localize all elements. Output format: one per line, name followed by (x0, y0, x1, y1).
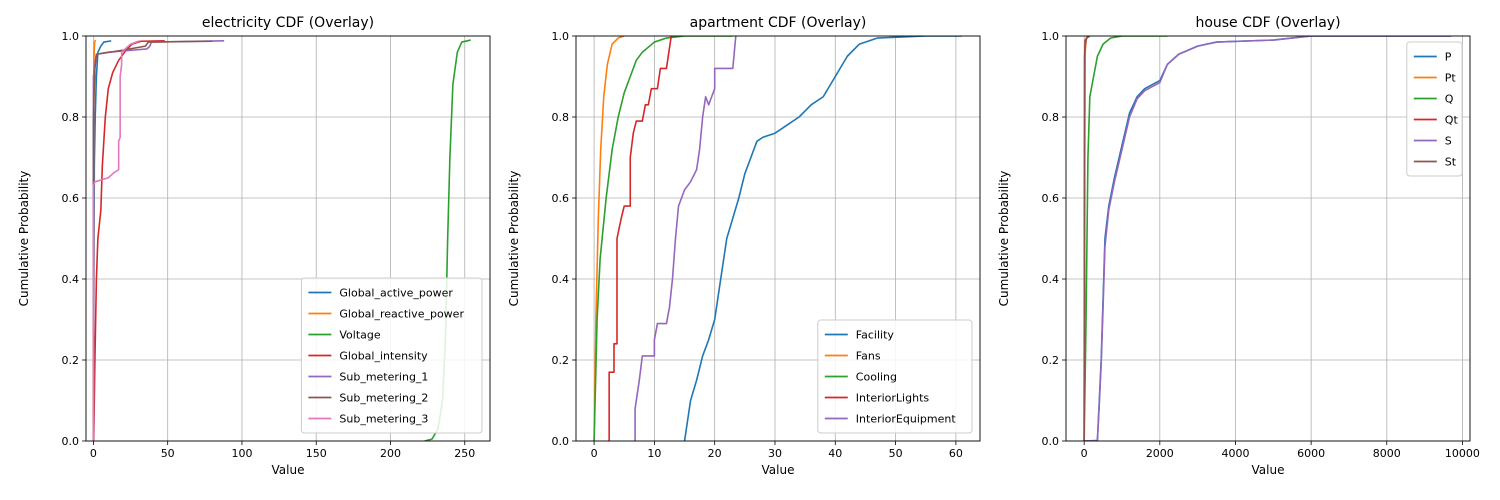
legend-entry: InteriorEquipment (856, 413, 957, 426)
y-tick-label: 0.0 (1042, 435, 1060, 448)
legend-entry: Global_intensity (339, 350, 428, 363)
y-tick-label: 1.0 (1042, 30, 1060, 43)
y-tick-label: 0.4 (552, 273, 570, 286)
x-tick-label: 100 (231, 447, 252, 460)
chart-panel-3: 0 2000 4000 6000 8000 10000 0.0 0.2 0.4 0.6 0.8 1.0… (997, 15, 1480, 477)
y-tick-label: 0.2 (1042, 354, 1060, 367)
y-tick-label: 0.2 (62, 354, 80, 367)
x-tick-label: 200 (380, 447, 401, 460)
y-tick-label: 0.8 (62, 111, 80, 124)
legend: Facility Fans Cooling InteriorLights Interio… (817, 319, 973, 434)
legend-box (300, 277, 483, 434)
series-line-S (1084, 36, 1452, 441)
legend-entry: Voltage (339, 329, 380, 342)
y-tick-label: 0.6 (1042, 192, 1060, 205)
series-line-Q (1083, 36, 1168, 441)
series-line-InteriorLights (608, 36, 673, 441)
series-line-Global_active_power (92, 40, 112, 441)
legend: P Pt Q Qt S St (1406, 41, 1463, 177)
legend-entry: Sub_metering_3 (339, 413, 428, 426)
x-tick-label: 0 (1081, 447, 1088, 460)
series-line-Cooling (593, 36, 733, 441)
series-group (1083, 36, 1452, 441)
y-tick-label: 1.0 (552, 30, 570, 43)
legend-entry: Global_active_power (339, 287, 453, 300)
series-line-Sub_metering_1 (92, 40, 225, 441)
y-tick-label: 1.0 (62, 30, 80, 43)
legend-entry: St (1445, 156, 1457, 169)
x-axis-label: Value (762, 463, 795, 477)
series-line-St (1083, 36, 1091, 441)
x-axis-label: Value (1252, 463, 1285, 477)
y-tick-label: 0.0 (552, 435, 570, 448)
x-tick-label: 60 (949, 447, 963, 460)
series-line-Global_intensity (92, 40, 165, 441)
y-tick-label: 0.8 (1042, 111, 1060, 124)
x-tick-label: 10000 (1445, 447, 1480, 460)
series-line-Fans (593, 36, 625, 441)
legend-entry: Q (1445, 93, 1454, 106)
series-line-InteriorEquipment (634, 36, 737, 441)
x-tick-label: 8000 (1373, 447, 1401, 460)
legend-entry: Sub_metering_1 (339, 371, 428, 384)
x-tick-label: 10 (647, 447, 661, 460)
chart-title: electricity CDF (Overlay) (202, 15, 374, 31)
chart-panel-2: 0 10 20 30 40 50 60 0.0 0.2 0.4 0.6 0.8 1.0 apartment… (507, 15, 981, 477)
y-tick-label: 0.6 (552, 192, 570, 205)
y-tick-label: 0.0 (62, 435, 80, 448)
x-tick-label: 30 (768, 447, 782, 460)
legend-box (817, 319, 973, 434)
legend-entry: Cooling (856, 371, 897, 384)
series-line-Facility (683, 36, 962, 441)
y-axis-label: Cumulative Probability (507, 171, 521, 307)
x-tick-label: 6000 (1297, 447, 1325, 460)
x-tick-label: 50 (161, 447, 175, 460)
series-line-Sub_metering_2 (92, 40, 213, 441)
legend-entry: Pt (1445, 72, 1457, 85)
y-tick-label: 0.6 (62, 192, 80, 205)
y-tick-label: 0.4 (62, 273, 80, 286)
x-tick-label: 0 (90, 447, 97, 460)
y-tick-label: 0.8 (552, 111, 570, 124)
x-tick-label: 20 (708, 447, 722, 460)
x-tick-label: 50 (889, 447, 903, 460)
series-group (593, 36, 962, 441)
plot-frame (85, 35, 491, 442)
x-tick-label: 2000 (1146, 447, 1174, 460)
chart-title: house CDF (Overlay) (1195, 15, 1340, 31)
x-axis-label: Value (272, 463, 305, 477)
legend-entry: Global_reactive_power (339, 308, 464, 321)
legend: Global_active_power Global_reactive_power… (300, 277, 483, 434)
legend-entry: Sub_metering_2 (339, 392, 428, 405)
y-axis-label: Cumulative Probability (997, 171, 1011, 307)
series-group (92, 39, 471, 441)
series-line-Sub_metering_3 (92, 40, 140, 441)
legend-box (1406, 41, 1463, 177)
y-tick-label: 0.2 (552, 354, 570, 367)
legend-entry: Facility (856, 329, 895, 342)
x-tick-label: 40 (828, 447, 842, 460)
legend-entry: P (1445, 51, 1452, 64)
plot-frame (575, 35, 981, 442)
y-tick-label: 0.4 (1042, 273, 1060, 286)
x-tick-label: 250 (454, 447, 475, 460)
legend-entry: S (1445, 135, 1452, 148)
legend-entry: Qt (1445, 114, 1459, 127)
x-tick-label: 0 (591, 447, 598, 460)
legend-entry: InteriorLights (856, 392, 930, 405)
chart-title: apartment CDF (Overlay) (690, 15, 867, 31)
legend-entry: Fans (856, 350, 881, 363)
chart-panel-1: 0 50 100 150 200 250 0.0 0.2 0.4 0.6 0.8 1.0 electri… (17, 15, 491, 477)
y-axis-label: Cumulative Probability (17, 171, 31, 307)
plot-frame (1065, 35, 1471, 442)
x-tick-label: 150 (306, 447, 327, 460)
x-tick-label: 4000 (1221, 447, 1249, 460)
